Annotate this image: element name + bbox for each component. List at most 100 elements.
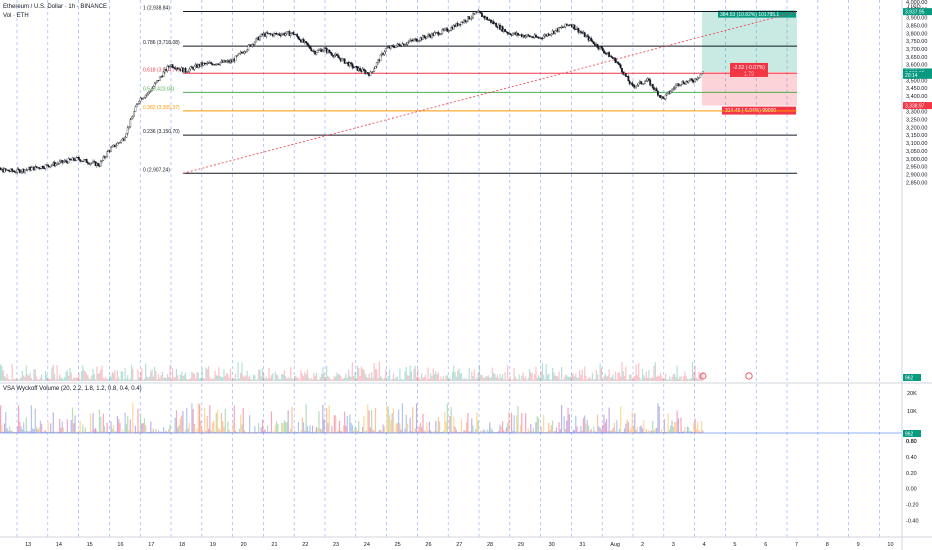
vsa-bar <box>105 431 107 433</box>
vsa-bar <box>492 431 495 433</box>
volume-bar <box>491 367 493 381</box>
target-label-box <box>718 10 796 18</box>
volume-bar <box>415 376 418 381</box>
vsa-bar <box>247 431 249 433</box>
vsa-bar <box>422 413 424 433</box>
candle-body <box>35 166 38 168</box>
candle-body <box>106 151 109 157</box>
volume-bar <box>115 378 117 381</box>
indicator-tick: 0.20 <box>906 471 917 477</box>
vsa-bar <box>629 430 631 433</box>
vsa-bar <box>151 431 153 433</box>
volume-bar <box>460 373 463 381</box>
volume-bar <box>270 375 273 381</box>
volume-bar <box>593 379 595 381</box>
volume-bar <box>417 369 419 381</box>
vsa-bar <box>160 431 162 433</box>
vsa-bar <box>233 405 235 433</box>
vsa-bar <box>228 429 230 433</box>
volume-bar <box>191 371 193 381</box>
vsa-bar <box>636 427 638 433</box>
volume-bar <box>132 368 134 381</box>
volume-bar <box>296 377 298 381</box>
volume-bar <box>354 372 356 381</box>
vsa-bar <box>187 428 189 433</box>
candle-body <box>153 83 156 87</box>
candle-body <box>550 33 553 35</box>
vsa-bar <box>414 428 416 433</box>
volume-bar <box>400 379 402 381</box>
volume-bar <box>684 371 686 381</box>
candle-body <box>124 136 127 141</box>
vsa-bar <box>172 431 174 433</box>
vsa-bar <box>142 423 144 433</box>
vsa-bar <box>1 424 3 433</box>
candle-body <box>443 28 446 31</box>
volume-bar <box>513 368 515 381</box>
volume-bar <box>694 365 696 381</box>
volume-bar <box>620 376 622 381</box>
candle-body <box>102 156 105 161</box>
volume-bar <box>523 378 525 381</box>
volume-bar <box>612 374 614 381</box>
candle-body <box>386 47 388 49</box>
candle-body <box>395 45 397 48</box>
volume-badge-text: 962 <box>905 376 914 382</box>
volume-bar <box>196 371 198 381</box>
vsa-bar <box>576 426 578 433</box>
candle-body <box>139 97 142 102</box>
volume-bar <box>33 369 35 381</box>
volume-bar <box>242 375 244 381</box>
volume-bar <box>656 376 658 381</box>
candle-body <box>577 27 580 33</box>
vsa-bar <box>242 407 244 433</box>
volume-bar <box>225 372 228 381</box>
vsa-bar <box>374 407 377 433</box>
vsa-bar <box>7 430 9 433</box>
vsa-bar <box>0 405 2 433</box>
volume-bar <box>591 372 594 381</box>
volume-bar <box>73 377 75 381</box>
candle-body <box>190 66 193 68</box>
volume-bar <box>403 379 405 381</box>
volume-bar <box>134 379 137 381</box>
volume-bar <box>304 372 306 381</box>
vsa-bar <box>55 431 57 433</box>
candle-body <box>72 157 75 161</box>
vsa-bar <box>581 430 583 433</box>
volume-bar <box>28 375 30 381</box>
volume-bar <box>634 375 636 381</box>
vsa-bar <box>481 431 483 433</box>
candle-body <box>372 71 374 73</box>
vsa-bar <box>700 421 703 433</box>
price-tick: 3,500.00 <box>906 78 927 84</box>
candle-body <box>310 48 313 52</box>
candle-body <box>321 50 324 53</box>
volume-bar <box>410 371 413 381</box>
vsa-bar <box>237 431 239 433</box>
candle-body <box>65 160 67 162</box>
vsa-bar <box>608 407 610 433</box>
vsa-bar <box>627 422 629 433</box>
volume-bar <box>630 374 632 381</box>
candle-body <box>428 34 431 36</box>
volume-bar <box>247 377 249 381</box>
vsa-bar <box>74 415 76 433</box>
volume-bar <box>540 370 542 381</box>
candle-body <box>504 29 507 32</box>
volume-bar <box>614 371 617 381</box>
vsa-bar <box>319 428 321 433</box>
vsa-bar <box>697 422 699 433</box>
vsa-bar <box>483 430 486 433</box>
candle-body <box>447 30 450 32</box>
candle-body <box>49 165 52 168</box>
volume-bar <box>349 375 351 381</box>
volume-bar <box>125 378 128 381</box>
volume-bar <box>640 379 642 381</box>
volume-bar <box>331 379 333 381</box>
vsa-bar <box>630 427 632 433</box>
volume-bar <box>507 364 509 381</box>
vsa-bar <box>44 430 47 433</box>
vsa-bar <box>138 431 140 433</box>
